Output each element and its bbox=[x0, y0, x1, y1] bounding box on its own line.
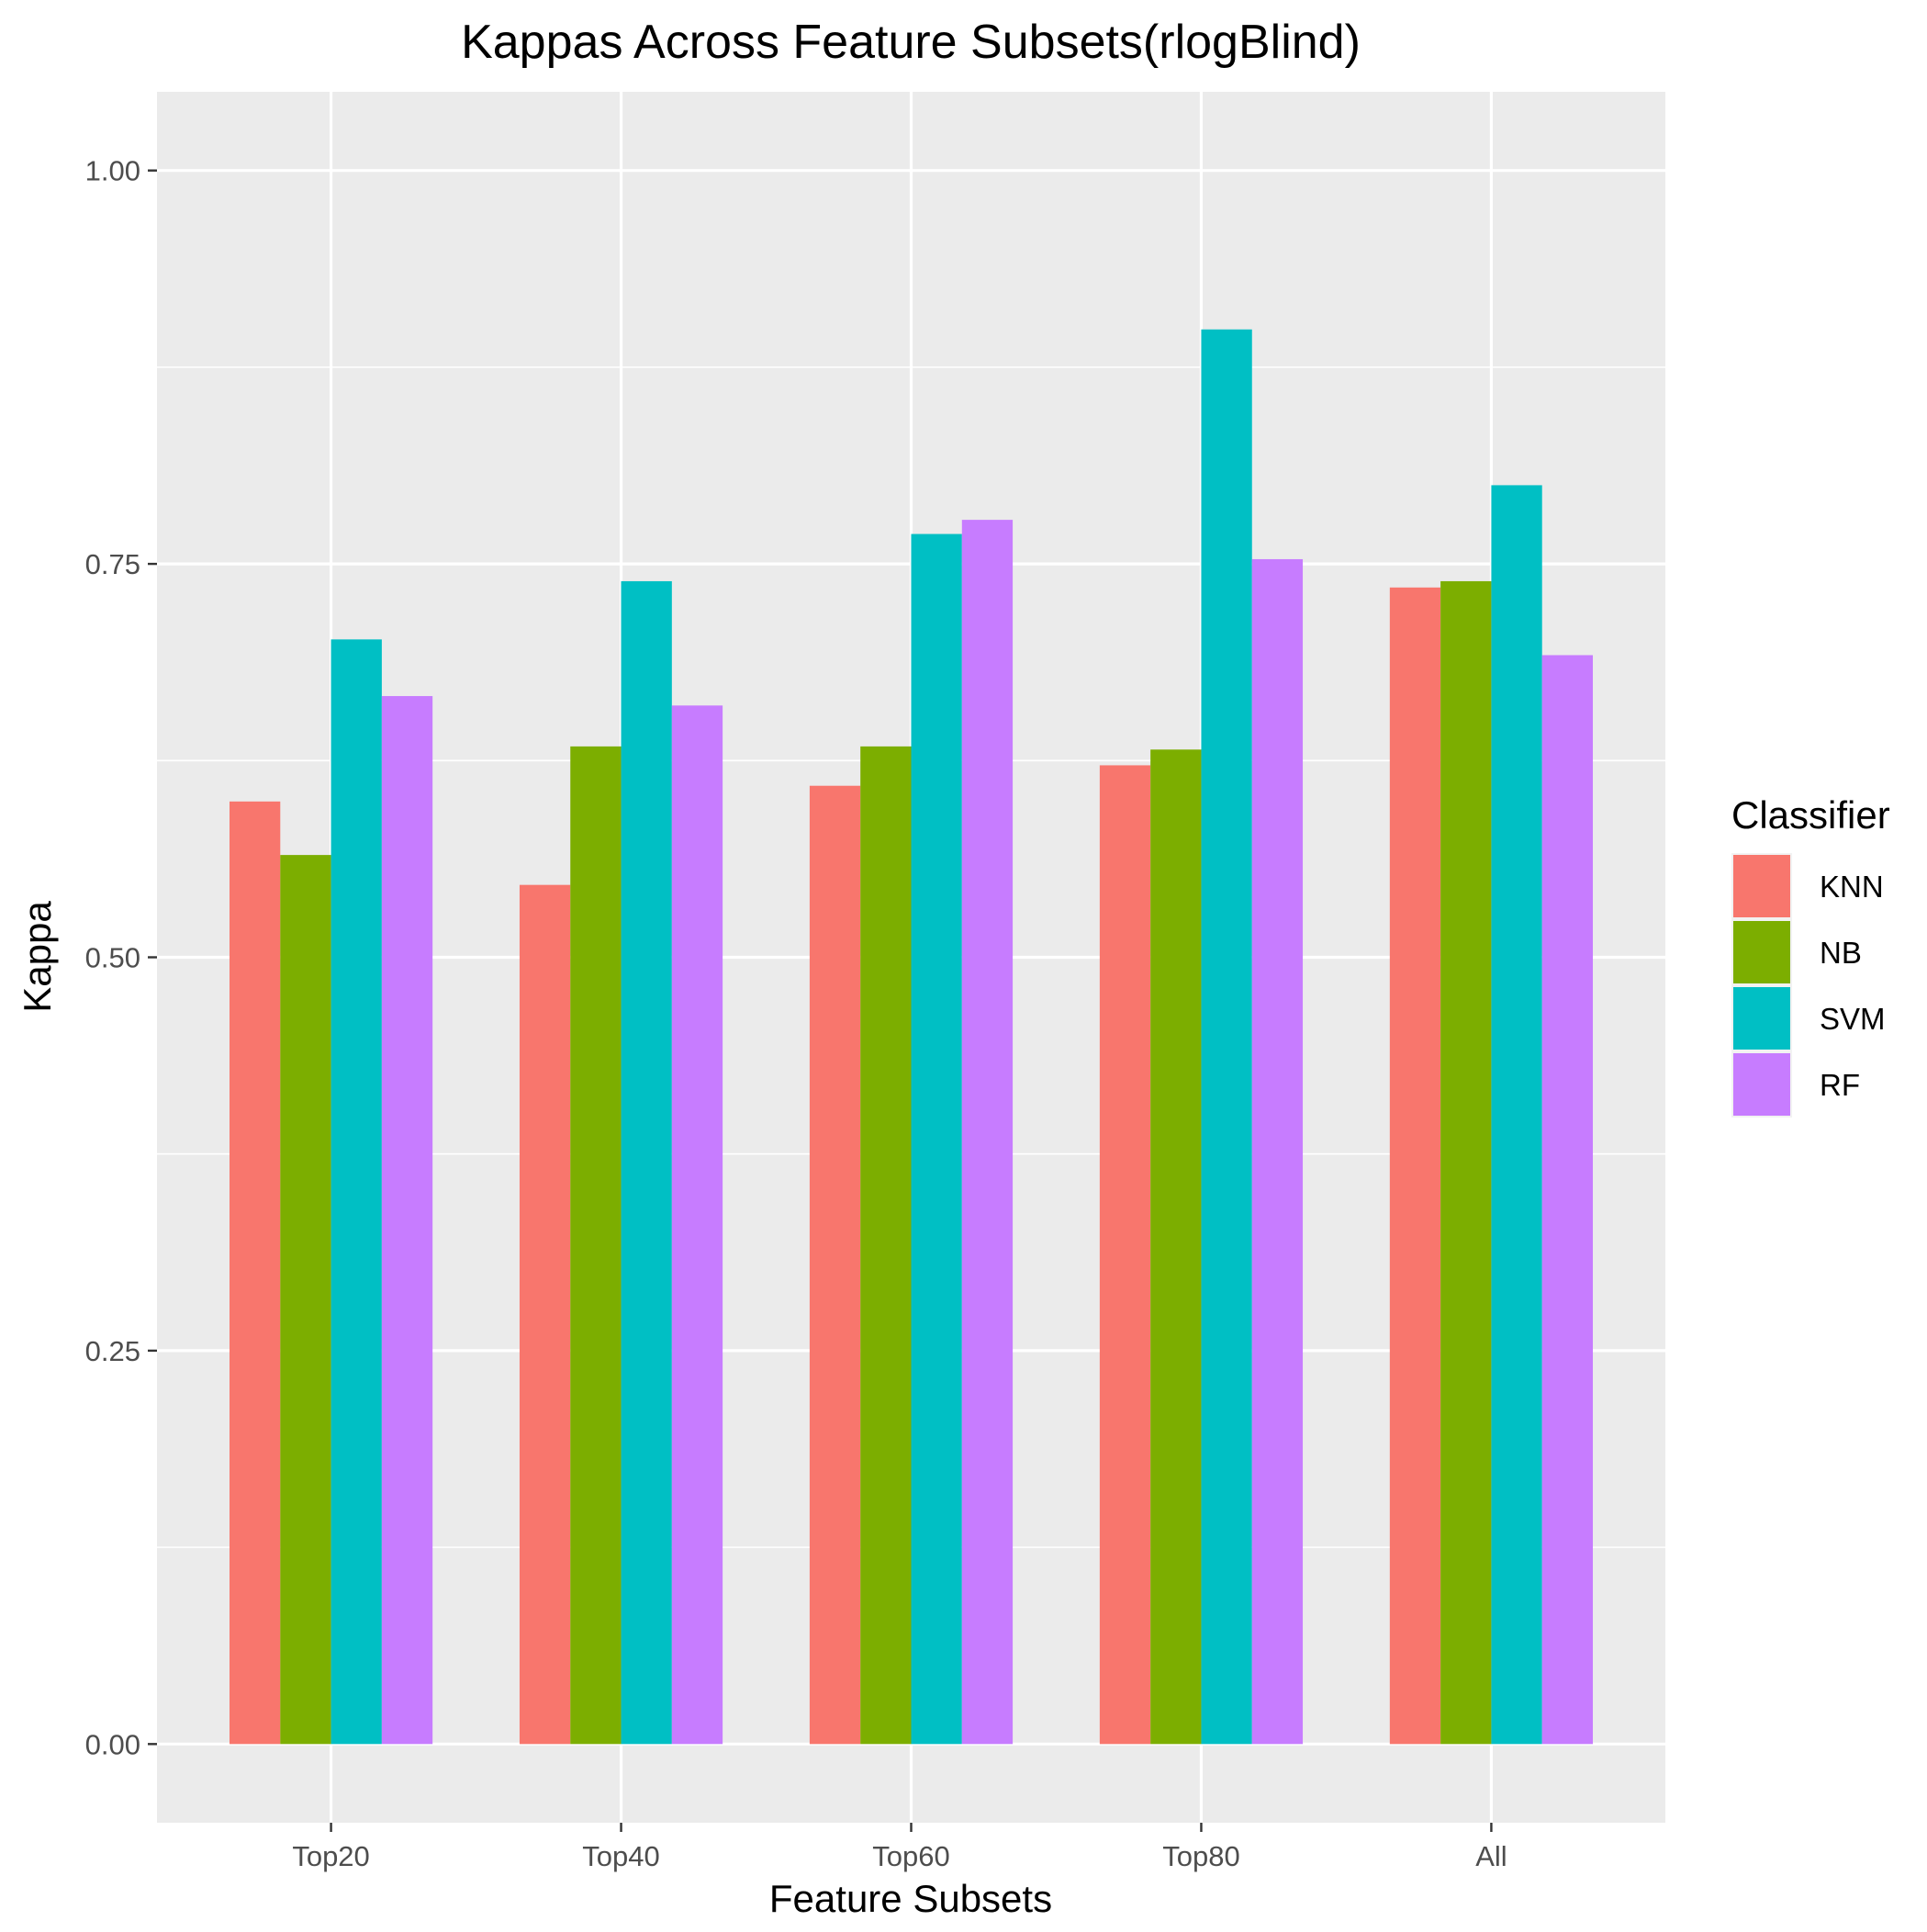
bar-nb-top80 bbox=[1150, 749, 1202, 1745]
bar-knn-all bbox=[1389, 587, 1441, 1745]
legend: Classifier KNN NB SVM RF bbox=[1731, 793, 1890, 1118]
bar-nb-top60 bbox=[860, 746, 912, 1745]
legend-label-nb: NB bbox=[1820, 936, 1862, 970]
x-axis-title: Feature Subsets bbox=[769, 1877, 1052, 1920]
legend-key-knn bbox=[1733, 855, 1790, 917]
x-tick-label: All bbox=[1475, 1840, 1507, 1872]
bar-rf-top20 bbox=[381, 696, 433, 1745]
legend-key-nb bbox=[1733, 921, 1790, 983]
y-tick-label: 0.00 bbox=[85, 1728, 140, 1760]
y-tick-label: 1.00 bbox=[85, 155, 140, 187]
bar-rf-top40 bbox=[671, 705, 723, 1745]
bar-rf-top60 bbox=[961, 520, 1014, 1745]
x-tick-label: Top40 bbox=[582, 1840, 659, 1872]
bar-svm-top80 bbox=[1201, 329, 1252, 1745]
bars bbox=[229, 329, 1594, 1745]
legend-title: Classifier bbox=[1731, 793, 1890, 837]
bar-svm-top20 bbox=[331, 639, 382, 1745]
x-tick-label: Top60 bbox=[872, 1840, 949, 1872]
bar-nb-all bbox=[1440, 580, 1492, 1745]
bar-svm-top60 bbox=[911, 534, 962, 1745]
bar-nb-top20 bbox=[280, 855, 331, 1745]
bar-knn-top80 bbox=[1099, 765, 1151, 1745]
legend-key-rf bbox=[1733, 1053, 1790, 1116]
y-axis-title: Kappa bbox=[16, 901, 59, 1013]
bar-knn-top40 bbox=[519, 884, 571, 1745]
legend-label-svm: SVM bbox=[1820, 1002, 1886, 1036]
bar-knn-top60 bbox=[809, 785, 861, 1745]
bar-rf-all bbox=[1541, 655, 1594, 1745]
bar-knn-top20 bbox=[229, 801, 281, 1745]
x-tick-label: Top20 bbox=[292, 1840, 369, 1872]
bar-rf-top80 bbox=[1251, 558, 1304, 1745]
bar-svm-all bbox=[1491, 485, 1542, 1745]
y-tick-label: 0.25 bbox=[85, 1335, 140, 1367]
y-tick-label: 0.50 bbox=[85, 942, 140, 974]
bar-nb-top40 bbox=[570, 746, 622, 1745]
axes: 0.00 0.25 0.50 0.75 1.00 Top20 Top40 Top60 Top80… bbox=[85, 155, 1507, 1872]
legend-label-knn: KNN bbox=[1820, 870, 1884, 904]
chart-title: Kappas Across Feature Subsets(rlogBlind) bbox=[461, 16, 1361, 69]
x-tick-label: Top80 bbox=[1162, 1840, 1239, 1872]
bar-svm-top40 bbox=[621, 580, 672, 1745]
legend-label-rf: RF bbox=[1820, 1068, 1860, 1102]
legend-key-svm bbox=[1733, 987, 1790, 1050]
y-tick-label: 0.75 bbox=[85, 548, 140, 580]
